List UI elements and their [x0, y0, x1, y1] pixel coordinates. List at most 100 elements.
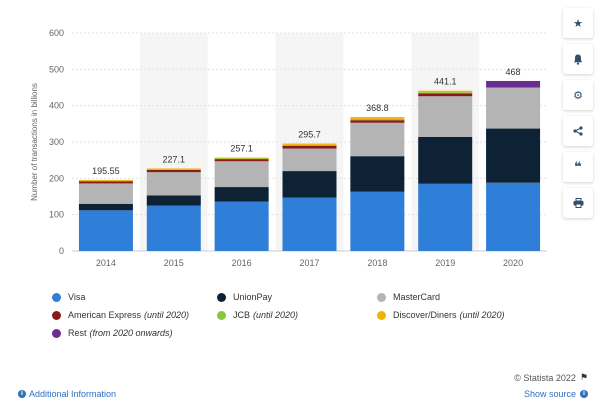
- quote-icon[interactable]: ❝: [563, 152, 593, 182]
- bar-segment[interactable]: [418, 93, 473, 97]
- bar-segment[interactable]: [214, 161, 269, 188]
- bar-segment[interactable]: [282, 144, 337, 146]
- bar-segment[interactable]: [486, 128, 541, 183]
- bar-segment[interactable]: [350, 122, 405, 157]
- print-icon[interactable]: [563, 188, 593, 218]
- bar-segment[interactable]: [282, 145, 337, 149]
- total-label: 227.1: [163, 154, 186, 164]
- share-icon[interactable]: [563, 116, 593, 146]
- legend-label: American Express: [68, 310, 142, 320]
- bars-layer: [78, 80, 541, 251]
- show-source-label: Show source: [523, 389, 576, 399]
- legend-label: UnionPay: [233, 292, 273, 302]
- legend-note: (until 2020): [459, 310, 505, 320]
- bar-segment[interactable]: [146, 195, 201, 206]
- bar-segment[interactable]: [418, 183, 473, 251]
- total-label: 368.8: [366, 103, 389, 113]
- legend: Visa UnionPay MasterCard American Expres…: [52, 288, 532, 342]
- bar-segment[interactable]: [214, 158, 269, 160]
- legend-item-rest[interactable]: Rest (from 2020 onwards): [52, 328, 217, 338]
- x-tick-label: 2018: [367, 258, 387, 268]
- x-tick-label: 2016: [232, 258, 252, 268]
- bar-segment[interactable]: [282, 143, 337, 145]
- visa-swatch: [52, 292, 61, 302]
- chart: 0 100 200 300 400 500 600 195.55 2014 227.1 2015 25…: [30, 28, 547, 268]
- additional-info-label: Additional Information: [29, 389, 117, 399]
- legend-note: (until 2020): [144, 310, 190, 320]
- bar-segment[interactable]: [282, 148, 337, 172]
- bar-segment[interactable]: [418, 90, 473, 93]
- flag-icon[interactable]: ⚑: [579, 372, 588, 382]
- mastercard-swatch: [377, 292, 386, 302]
- bar-segment[interactable]: [486, 182, 541, 251]
- bar-segment[interactable]: [146, 169, 201, 171]
- legend-item-mastercard[interactable]: MasterCard: [377, 292, 440, 302]
- bar-segment[interactable]: [78, 183, 133, 204]
- info-icon: i: [18, 390, 26, 398]
- star-icon[interactable]: ★: [563, 8, 593, 38]
- y-tick-label: 300: [49, 137, 64, 147]
- bar-segment[interactable]: [350, 191, 405, 251]
- y-tick-label: 0: [59, 246, 64, 256]
- sidebar-toolbar: ★ ⚙ ❝: [561, 8, 595, 224]
- y-axis-label: Number of transactions in billions: [30, 83, 39, 201]
- bar-segment[interactable]: [146, 172, 201, 196]
- bar-segment[interactable]: [78, 181, 133, 184]
- bar-segment[interactable]: [350, 120, 405, 123]
- legend-label: Visa: [68, 292, 86, 302]
- bar-segment[interactable]: [486, 80, 541, 88]
- additional-info-link[interactable]: i Additional Information: [18, 389, 116, 399]
- bar-segment[interactable]: [214, 201, 269, 251]
- bar-segment[interactable]: [78, 180, 133, 182]
- legend-label: JCB: [233, 310, 251, 320]
- bar-segment[interactable]: [282, 197, 337, 251]
- x-tick-label: 2014: [96, 258, 116, 268]
- bar-segment[interactable]: [78, 203, 133, 211]
- bar-segment[interactable]: [214, 159, 269, 162]
- bar-segment[interactable]: [418, 136, 473, 184]
- legend-label: Discover/Diners: [393, 310, 457, 320]
- show-source-link[interactable]: Show source i: [524, 389, 588, 399]
- y-tick-label: 200: [49, 173, 64, 183]
- legend-item-discover-diners[interactable]: Discover/Diners (until 2020): [377, 310, 505, 320]
- total-label: 295.7: [298, 130, 321, 140]
- x-tick-label: 2015: [164, 258, 184, 268]
- legend-item-unionpay[interactable]: UnionPay: [217, 292, 377, 302]
- x-tick-label: 2020: [503, 258, 523, 268]
- y-tick-label: 400: [49, 101, 64, 111]
- legend-note: (from 2020 onwards): [89, 328, 173, 338]
- bar-segment[interactable]: [146, 205, 201, 251]
- x-tick-label: 2019: [435, 258, 455, 268]
- bar-segment[interactable]: [486, 87, 541, 129]
- info-icon: i: [580, 390, 588, 398]
- total-label: 257.1: [230, 144, 253, 154]
- bar-segment[interactable]: [350, 156, 405, 192]
- bell-icon[interactable]: [563, 44, 593, 74]
- copyright-text: © Statista 2022: [514, 372, 576, 383]
- bar-segment[interactable]: [214, 157, 269, 159]
- labels-layer: 0 100 200 300 400 500 600 195.55 2014 227.1 2015 25…: [49, 28, 523, 268]
- bar-segment[interactable]: [282, 171, 337, 198]
- bar-segment[interactable]: [78, 179, 133, 181]
- y-tick-label: 100: [49, 210, 64, 220]
- bar-segment[interactable]: [418, 92, 473, 94]
- x-tick-label: 2017: [299, 258, 319, 268]
- legend-item-american-express[interactable]: American Express (until 2020): [52, 310, 217, 320]
- bar-segment[interactable]: [350, 117, 405, 119]
- y-tick-label: 600: [49, 28, 64, 38]
- bar-segment[interactable]: [350, 118, 405, 121]
- bar-segment[interactable]: [78, 210, 133, 251]
- gear-icon[interactable]: ⚙: [563, 80, 593, 110]
- legend-item-visa[interactable]: Visa: [52, 292, 217, 302]
- y-tick-label: 500: [49, 64, 64, 74]
- bar-segment[interactable]: [146, 169, 201, 173]
- rest-swatch: [52, 328, 61, 338]
- bar-segment[interactable]: [418, 96, 473, 137]
- unionpay-swatch: [217, 292, 226, 302]
- legend-item-jcb[interactable]: JCB (until 2020): [217, 310, 377, 320]
- bar-segment[interactable]: [146, 168, 201, 170]
- bar-segment[interactable]: [214, 187, 269, 202]
- legend-label: Rest: [68, 328, 87, 338]
- legend-note: (until 2020): [253, 310, 299, 320]
- total-label: 195.55: [92, 166, 120, 176]
